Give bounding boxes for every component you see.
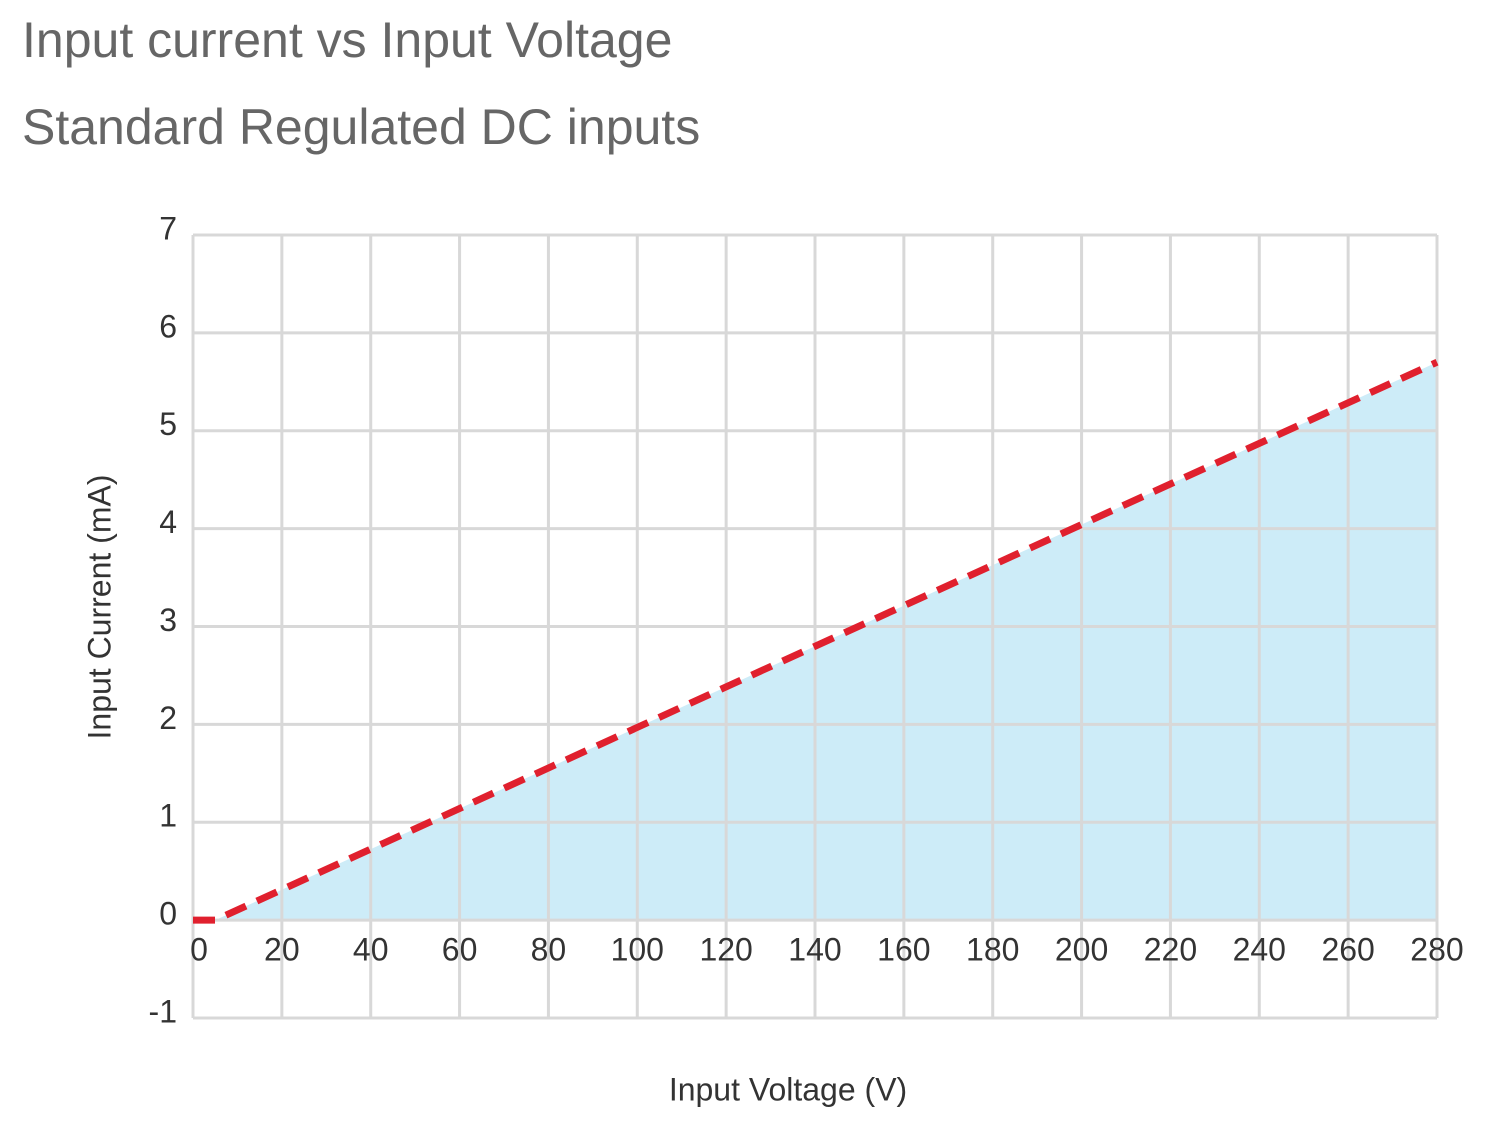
x-tick-label: 80 xyxy=(531,932,567,968)
x-tick-label: 160 xyxy=(877,932,930,968)
chart-title: Input current vs Input Voltage xyxy=(22,12,672,68)
y-tick-label: 6 xyxy=(159,308,177,344)
x-tick-label: 180 xyxy=(966,932,1019,968)
x-tick-label: 0 xyxy=(190,932,208,968)
y-axis-label: Input Current (mA) xyxy=(81,475,117,740)
x-tick-label: 260 xyxy=(1321,932,1374,968)
x-tick-label: 220 xyxy=(1144,932,1197,968)
y-tick-label: 4 xyxy=(159,504,177,540)
area-fill xyxy=(193,362,1437,921)
y-tick-label: -1 xyxy=(149,993,177,1029)
x-axis-label: Input Voltage (V) xyxy=(669,1071,907,1107)
y-tick-label: 3 xyxy=(159,602,177,638)
x-tick-label: 20 xyxy=(264,932,300,968)
chart-subtitle: Standard Regulated DC inputs xyxy=(22,99,700,155)
x-tick-label: 100 xyxy=(611,932,664,968)
x-tick-label: 240 xyxy=(1233,932,1286,968)
x-tick-label: 120 xyxy=(699,932,752,968)
y-tick-label: 5 xyxy=(159,406,177,442)
x-tick-label: 60 xyxy=(442,932,478,968)
x-tick-label: 280 xyxy=(1410,932,1463,968)
x-tick-label: 40 xyxy=(353,932,389,968)
y-tick-label: 7 xyxy=(159,210,177,246)
y-tick-label: 1 xyxy=(159,798,177,834)
y-tick-label: 2 xyxy=(159,700,177,736)
y-tick-label: 0 xyxy=(159,896,177,932)
data-line xyxy=(193,359,1439,924)
x-tick-label: 140 xyxy=(788,932,841,968)
x-tick-label: 200 xyxy=(1055,932,1108,968)
